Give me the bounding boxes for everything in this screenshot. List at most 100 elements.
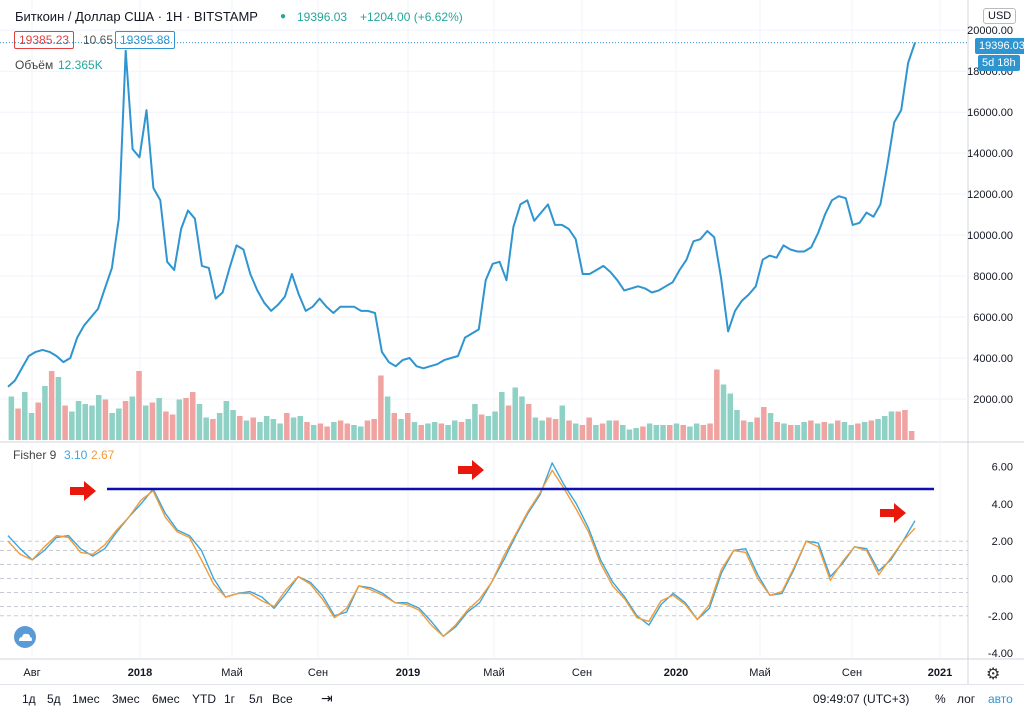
price-tick-label: 6000.00 (973, 312, 1013, 324)
bid-price[interactable]: 19385.23 (14, 31, 75, 49)
volume-bar (304, 422, 310, 440)
volume-bar (250, 417, 256, 440)
volume-bar (364, 420, 371, 440)
volume-bar (42, 386, 48, 440)
volume-bar (223, 401, 230, 440)
volume-bar (22, 392, 28, 440)
volume-bar (626, 429, 633, 440)
volume-bar (693, 423, 700, 440)
volume-bar (714, 369, 720, 440)
volume-bar (183, 398, 189, 440)
trigger-value: 2.67 (91, 448, 115, 462)
gear-icon[interactable]: ⚙ (986, 666, 1001, 683)
volume-bar (781, 423, 787, 440)
volume-bar (841, 422, 848, 440)
fisher-value: 3.10 (64, 448, 88, 462)
trigger-series-line (7, 469, 916, 637)
volume-bar (425, 423, 431, 440)
fisher-tick-label: -4.00 (988, 648, 1013, 660)
volume-bar (472, 404, 478, 440)
volume-bar (398, 419, 404, 440)
go-to-date-icon[interactable]: ⇥ (321, 690, 333, 706)
volume-bar (156, 398, 162, 440)
range-6m[interactable]: 6мес (152, 692, 180, 706)
time-axis-label: Май (221, 667, 243, 679)
ask-price[interactable]: 19395.88 (115, 31, 176, 49)
price-tick-label: 20000.00 (967, 25, 1013, 37)
range-5d[interactable]: 5д (47, 692, 61, 706)
volume-bar (828, 423, 834, 440)
volume-bar (142, 405, 149, 440)
market-open-dot: ● (280, 11, 287, 22)
volume-bar (62, 405, 68, 440)
volume-bar (734, 410, 740, 440)
volume-bar (667, 425, 673, 440)
volume-bar (492, 411, 498, 440)
volume-bar (257, 422, 263, 440)
range-5y[interactable]: 5л (249, 692, 263, 706)
axes: 2000.00 4000.00 6000.00 8000.00 10000.00 1200… (967, 25, 1013, 660)
percent-toggle[interactable]: % (935, 692, 946, 706)
volume-bar (190, 392, 196, 440)
range-1d[interactable]: 1д (22, 692, 36, 706)
volume-bar (263, 416, 270, 440)
price-tag: 19396.03 (975, 38, 1024, 54)
auto-toggle[interactable]: авто (988, 692, 1013, 706)
volume-bar (908, 431, 915, 440)
volume-bar (586, 417, 592, 440)
volume-bar (868, 420, 875, 440)
currency-button[interactable]: USD (983, 8, 1017, 24)
range-3m[interactable]: 3мес (112, 692, 140, 706)
volume-bar (747, 422, 754, 440)
volume-bars (8, 369, 915, 440)
volume-bar (35, 402, 41, 440)
volume-bar (532, 417, 539, 440)
volume-bar (277, 423, 283, 440)
volume-bar (243, 420, 250, 440)
time-axis-label: 2018 (128, 667, 152, 679)
cloud-icon[interactable] (14, 626, 36, 648)
countdown-tag: 5d 18h (978, 55, 1020, 71)
range-ytd[interactable]: YTD (192, 692, 216, 706)
log-toggle[interactable]: лог (957, 692, 976, 706)
last-price: 19396.03 (297, 10, 348, 24)
volume-bar (613, 420, 619, 440)
bottom-divider (0, 684, 1024, 685)
volume-bar (774, 422, 781, 440)
volume-bar (754, 417, 760, 440)
volume-bar (337, 420, 344, 440)
volume-bar (55, 377, 62, 440)
clock-time[interactable]: 09:49:07 (UTC+3) (813, 692, 910, 706)
time-axis-label: Сен (308, 667, 328, 679)
volume-bar (512, 387, 519, 440)
volume-bar (196, 404, 203, 440)
volume-bar (411, 422, 418, 440)
volume-bar (794, 425, 801, 440)
range-1m[interactable]: 1мес (72, 692, 100, 706)
fisher-tick-label: 6.00 (992, 462, 1013, 474)
price-line (7, 42, 916, 388)
volume-bar (284, 413, 290, 440)
price-series-line (7, 42, 916, 388)
volume-bar (317, 423, 324, 440)
volume-bar (324, 426, 330, 440)
volume-bar (438, 423, 445, 440)
volume-bar (290, 417, 297, 440)
volume-bar (707, 423, 713, 440)
volume-bar (559, 405, 566, 440)
volume-bar (102, 399, 109, 440)
volume-bar (431, 422, 438, 440)
volume-bar (855, 423, 861, 440)
time-axis-label: Май (483, 667, 505, 679)
volume-bar (169, 414, 176, 440)
volume-bar (116, 408, 122, 440)
fisher-panel (0, 462, 968, 637)
range-1y[interactable]: 1г (224, 692, 236, 706)
volume-bar (122, 401, 129, 440)
volume-bar (902, 410, 908, 440)
volume-bar (882, 416, 888, 440)
volume-bar (75, 401, 82, 440)
range-all[interactable]: Все (272, 692, 293, 706)
volume-bar (814, 423, 821, 440)
